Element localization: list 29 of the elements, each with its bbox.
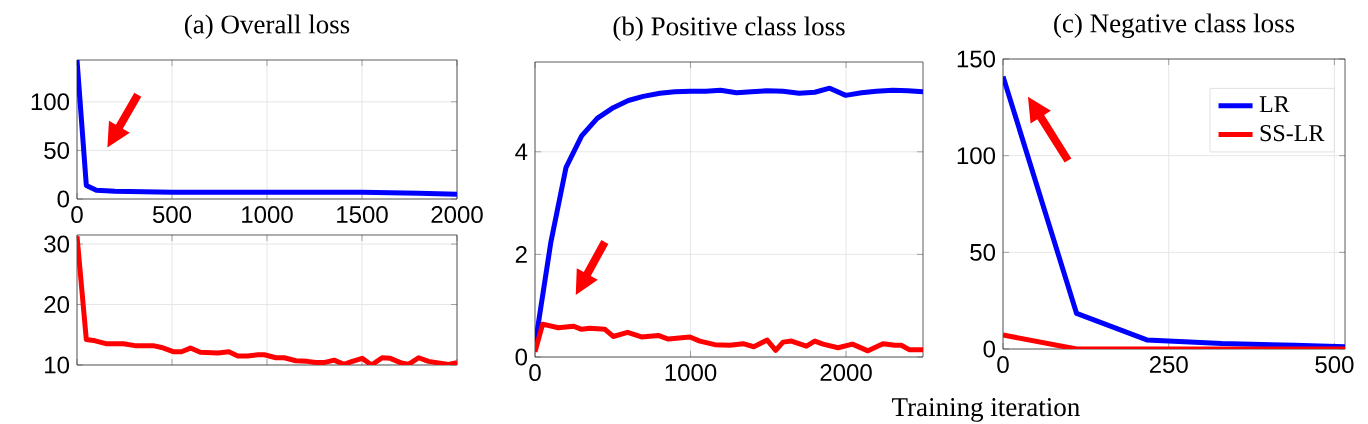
y-tick-label: 0 [983, 340, 996, 358]
y-tick-label: 100 [957, 147, 996, 165]
chart-title: (b) Positive class loss [613, 16, 845, 42]
x-tick-label: 250 [1149, 356, 1188, 374]
y-tick-label: 20 [44, 296, 70, 314]
x-tick-label: 0 [71, 206, 83, 224]
y-tick-label: 0 [57, 190, 70, 208]
x-tick-label: 500 [1315, 356, 1354, 374]
y-tick-label: 4 [515, 143, 528, 161]
x-tick-label: 0 [997, 356, 1009, 374]
x-axis-title: Training iteration [892, 398, 1080, 422]
chart-title: (c) Negative class loss [1054, 13, 1295, 38]
y-tick-label: 30 [44, 235, 70, 253]
y-tick-label: 10 [45, 356, 70, 374]
chart-title: (a) Overall loss [184, 14, 350, 39]
legend-label: LR [1259, 96, 1290, 113]
x-tick-label: 1000 [665, 364, 717, 382]
y-tick-label: 50 [970, 243, 996, 261]
legend-label: SS-LR [1260, 125, 1325, 142]
x-tick-label: 2000 [431, 206, 483, 224]
y-tick-label: 50 [44, 141, 70, 159]
x-tick-label: 1000 [242, 206, 293, 224]
y-tick-label: 150 [957, 50, 996, 68]
x-tick-label: 0 [529, 364, 541, 382]
y-tick-label: 100 [31, 93, 70, 111]
x-tick-label: 500 [152, 206, 192, 224]
y-tick-label: 2 [515, 246, 527, 263]
x-tick-label: 2000 [820, 364, 872, 382]
x-tick-label: 1500 [337, 206, 388, 224]
